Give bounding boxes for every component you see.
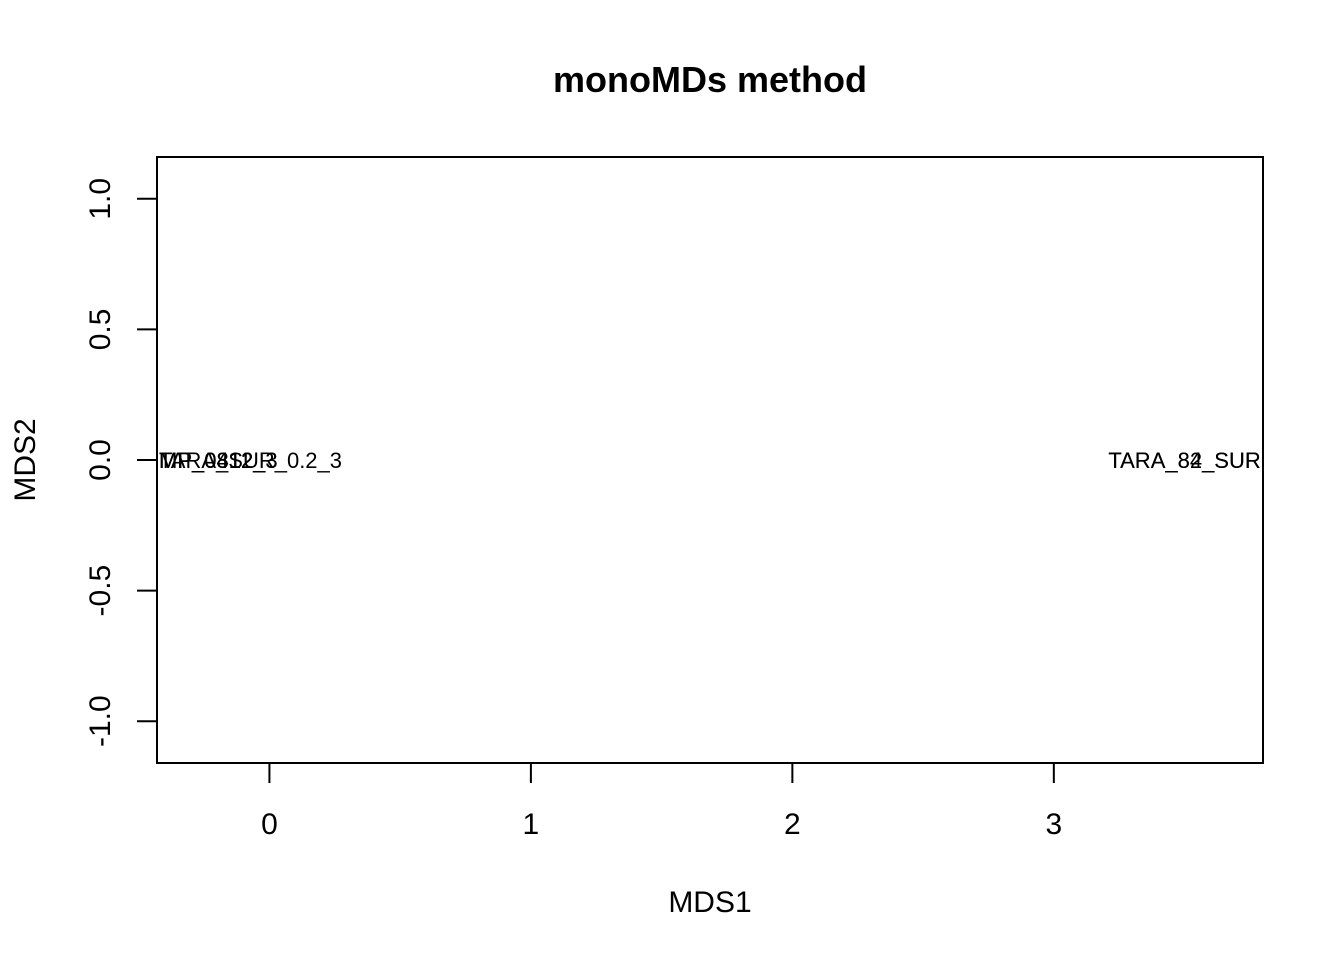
y-tick-label: 0.0 (84, 439, 117, 481)
point-label: TARA_SUR_0.2_3 (159, 448, 342, 473)
x-tick-label: 0 (261, 808, 278, 841)
y-axis: -1.0 -0.5 0.0 0.5 1.0 (84, 178, 158, 747)
point-label: MP_0812 (159, 448, 253, 473)
point-label: TARA_84_SUR (1108, 448, 1260, 473)
x-axis-label: MDS1 (668, 886, 751, 919)
y-axis-label: MDS2 (9, 418, 42, 501)
point-label: MP_0412_3 (159, 448, 278, 473)
y-tick-label: -0.5 (84, 565, 117, 617)
x-tick-label: 1 (523, 808, 540, 841)
chart-title: monoMDs method (553, 59, 867, 100)
y-tick-label: 0.5 (84, 309, 117, 351)
x-tick-label: 3 (1045, 808, 1062, 841)
x-axis: 0 1 2 3 (261, 762, 1062, 841)
y-tick-label: -1.0 (84, 695, 117, 747)
y-tick-label: 1.0 (84, 178, 117, 220)
x-tick-label: 2 (784, 808, 801, 841)
point-label: TARA_82_SUR (1108, 448, 1260, 473)
point-label: MP_0312_3 (159, 448, 278, 473)
